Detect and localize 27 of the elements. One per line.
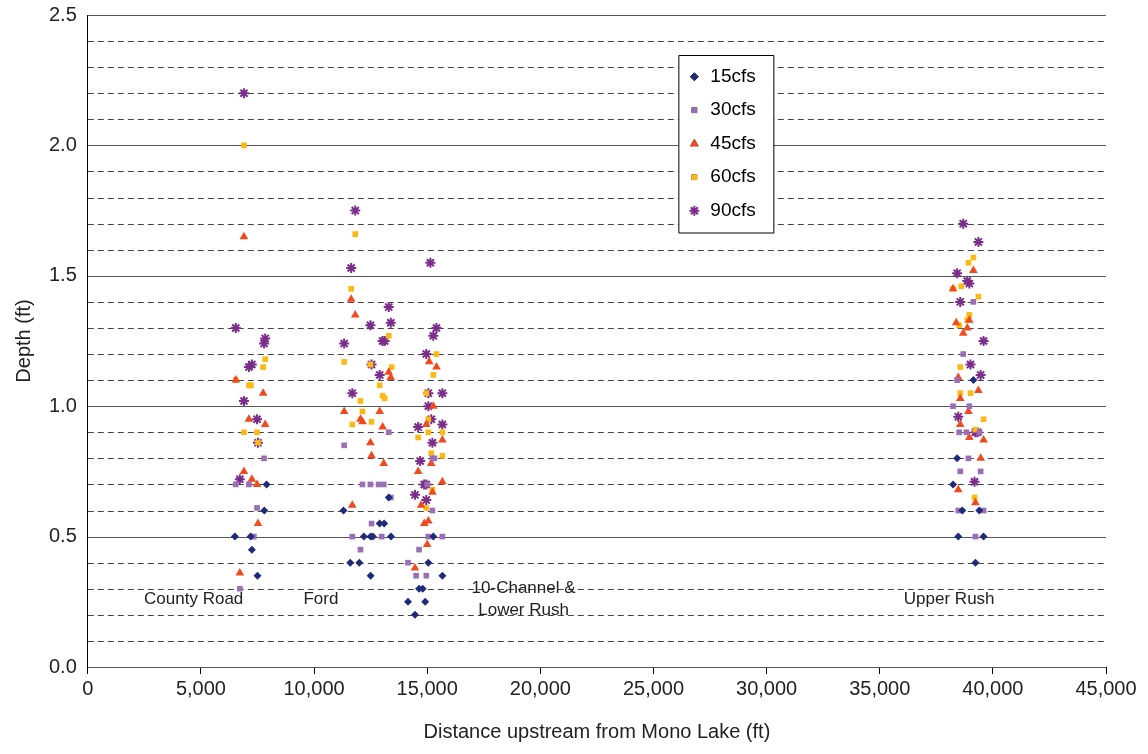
annotation: Ford bbox=[303, 588, 339, 608]
y-tick-label: 0.0 bbox=[48, 654, 77, 677]
x-axis-title: Distance upstream from Mono Lake (ft) bbox=[423, 719, 771, 742]
x-tick-label: 10,000 bbox=[283, 676, 345, 699]
legend-label: 45cfs bbox=[710, 131, 756, 153]
legend-label: 15cfs bbox=[710, 64, 756, 86]
y-tick-label: 2.5 bbox=[48, 2, 77, 25]
y-tick-label: 2.0 bbox=[48, 132, 77, 155]
x-tick-label: 30,000 bbox=[736, 676, 798, 699]
x-tick-label: 0 bbox=[82, 676, 94, 699]
legend-label: 30cfs bbox=[710, 98, 756, 120]
legend-label: 90cfs bbox=[710, 198, 756, 220]
x-tick-label: 25,000 bbox=[622, 676, 685, 699]
y-axis-title: Depth (ft) bbox=[11, 299, 34, 383]
annotation: County Road bbox=[144, 588, 244, 608]
legend-label: 60cfs bbox=[710, 165, 756, 187]
x-tick-label: 35,000 bbox=[849, 676, 911, 699]
x-tick-label: 40,000 bbox=[962, 676, 1024, 699]
annotation: 10-Channel & Lower Rush bbox=[471, 577, 577, 619]
y-tick-label: 0.5 bbox=[48, 524, 77, 547]
x-tick-label: 5,000 bbox=[175, 676, 226, 699]
x-tick-label: 20,000 bbox=[509, 676, 571, 699]
x-tick-label: 45,000 bbox=[1075, 676, 1137, 699]
y-tick-label: 1.0 bbox=[48, 393, 77, 416]
x-tick-label: 15,000 bbox=[396, 676, 458, 699]
annotation: Upper Rush bbox=[903, 588, 995, 608]
y-tick-label: 1.5 bbox=[48, 263, 77, 286]
